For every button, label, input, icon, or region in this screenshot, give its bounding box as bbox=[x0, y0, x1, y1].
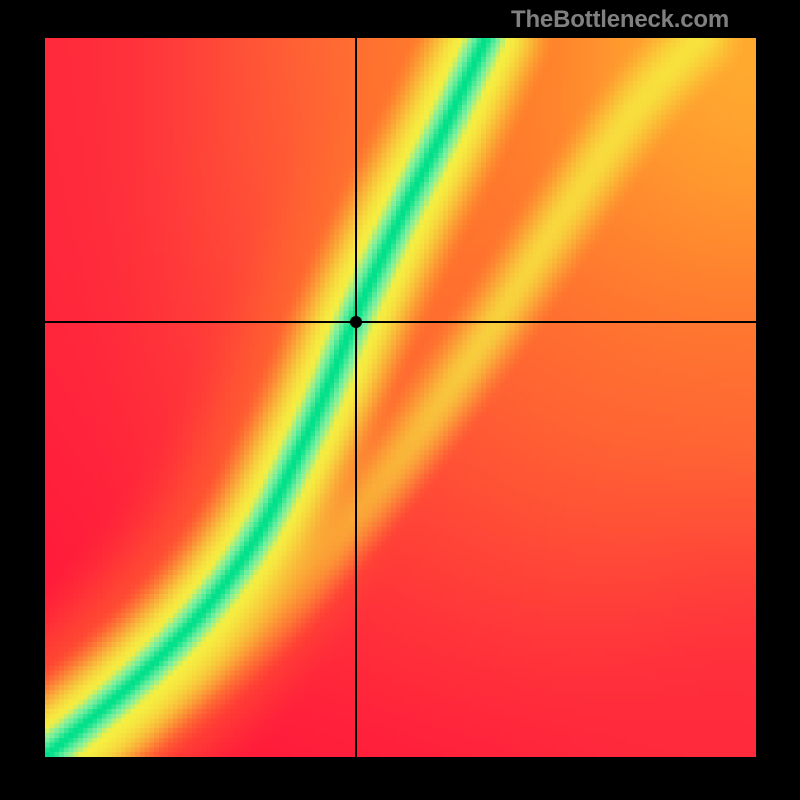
crosshair-vertical bbox=[355, 38, 357, 757]
crosshair-marker bbox=[350, 316, 362, 328]
crosshair-horizontal bbox=[45, 321, 756, 323]
chart-frame: TheBottleneck.com bbox=[0, 0, 800, 800]
heatmap-canvas bbox=[45, 38, 756, 757]
brand-label: TheBottleneck.com bbox=[511, 6, 729, 34]
plot-area bbox=[45, 38, 756, 757]
